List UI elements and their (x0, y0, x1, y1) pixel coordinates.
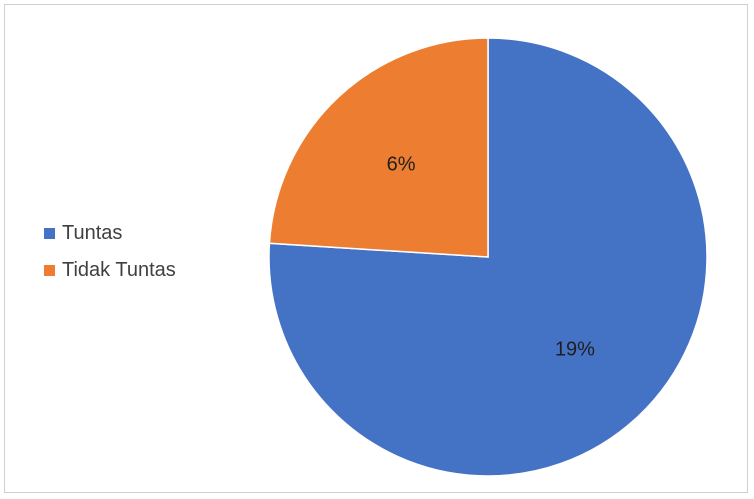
pie-slice-tidak-tuntas (269, 38, 488, 257)
legend-label-tidak-tuntas: Tidak Tuntas (62, 259, 176, 281)
legend-swatch-tidak-tuntas (44, 265, 55, 276)
legend-label-tuntas: Tuntas (62, 222, 122, 244)
pie-slices (269, 38, 707, 476)
legend-item-tuntas: Tuntas (44, 222, 176, 244)
data-label-tuntas: 19% (555, 339, 595, 361)
legend-item-tidak-tuntas: Tidak Tuntas (44, 259, 176, 281)
legend: Tuntas Tidak Tuntas (44, 222, 176, 296)
legend-swatch-tuntas (44, 228, 55, 239)
data-label-tidak-tuntas: 6% (387, 153, 416, 175)
